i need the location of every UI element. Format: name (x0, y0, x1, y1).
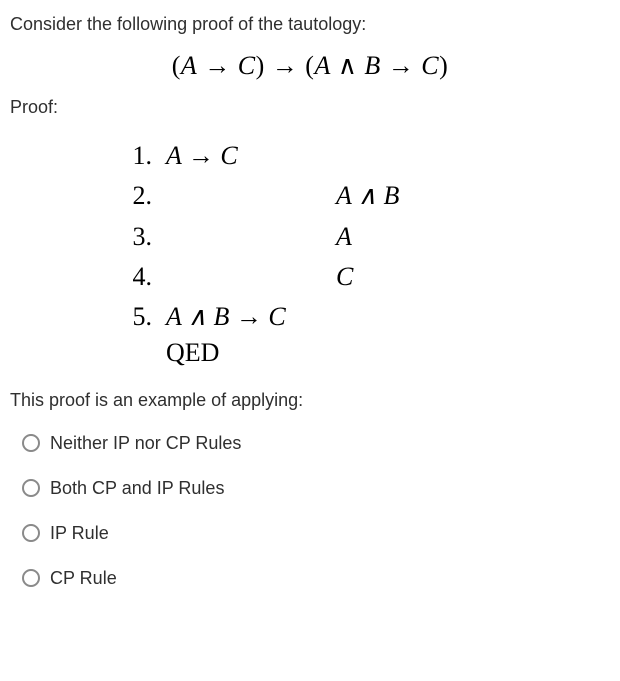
proof-row: 3. A (110, 217, 510, 257)
row-col2 (336, 297, 456, 337)
var-a: A (181, 51, 197, 80)
option-label: Both CP and IP Rules (50, 478, 224, 499)
intro-text: Consider the following proof of the taut… (10, 12, 610, 37)
row-col1: A → C (166, 136, 336, 176)
proof-row: 2. A ∧ B (110, 176, 510, 216)
radio-icon (22, 479, 40, 497)
row-num: 1. (110, 136, 166, 176)
var-c2: C (421, 51, 439, 80)
radio-icon (22, 569, 40, 587)
row-col1 (166, 217, 336, 257)
rparen2: ) (439, 51, 448, 80)
option-label: CP Rule (50, 568, 117, 589)
qed: QED (110, 338, 510, 368)
proof-row: 1. A → C (110, 136, 510, 176)
option-cp[interactable]: CP Rule (22, 568, 610, 589)
option-ip[interactable]: IP Rule (22, 523, 610, 544)
lparen1: ( (172, 51, 181, 80)
proof-block: 1. A → C 2. A ∧ B 3. A 4. C 5. A ∧ B → C… (110, 136, 510, 367)
row-col2: C (336, 257, 456, 297)
row-col2 (336, 136, 456, 176)
row-col1 (166, 176, 336, 216)
option-label: IP Rule (50, 523, 109, 544)
row-num: 3. (110, 217, 166, 257)
var-b: B (364, 51, 380, 80)
row-col2: A ∧ B (336, 176, 456, 216)
arrow2: → (381, 51, 422, 80)
row-col1: A ∧ B → C (166, 297, 336, 337)
row-num: 4. (110, 257, 166, 297)
row-num: 5. (110, 297, 166, 337)
proof-row: 5. A ∧ B → C (110, 297, 510, 337)
option-neither[interactable]: Neither IP nor CP Rules (22, 433, 610, 454)
radio-icon (22, 434, 40, 452)
var-a2: A (314, 51, 330, 80)
main-arrow: → (265, 51, 306, 80)
option-both[interactable]: Both CP and IP Rules (22, 478, 610, 499)
options-group: Neither IP nor CP Rules Both CP and IP R… (10, 433, 610, 589)
row-col1 (166, 257, 336, 297)
radio-icon (22, 524, 40, 542)
row-col2: A (336, 217, 456, 257)
proof-row: 4. C (110, 257, 510, 297)
rparen1: ) (256, 51, 265, 80)
arrow1: → (197, 51, 238, 80)
question-text: This proof is an example of applying: (10, 390, 610, 411)
var-c: C (238, 51, 256, 80)
option-label: Neither IP nor CP Rules (50, 433, 241, 454)
tautology-expression: (A → C) → (A ∧ B → C) (10, 51, 610, 81)
row-num: 2. (110, 176, 166, 216)
and-op: ∧ (331, 51, 365, 80)
proof-label: Proof: (10, 97, 610, 118)
